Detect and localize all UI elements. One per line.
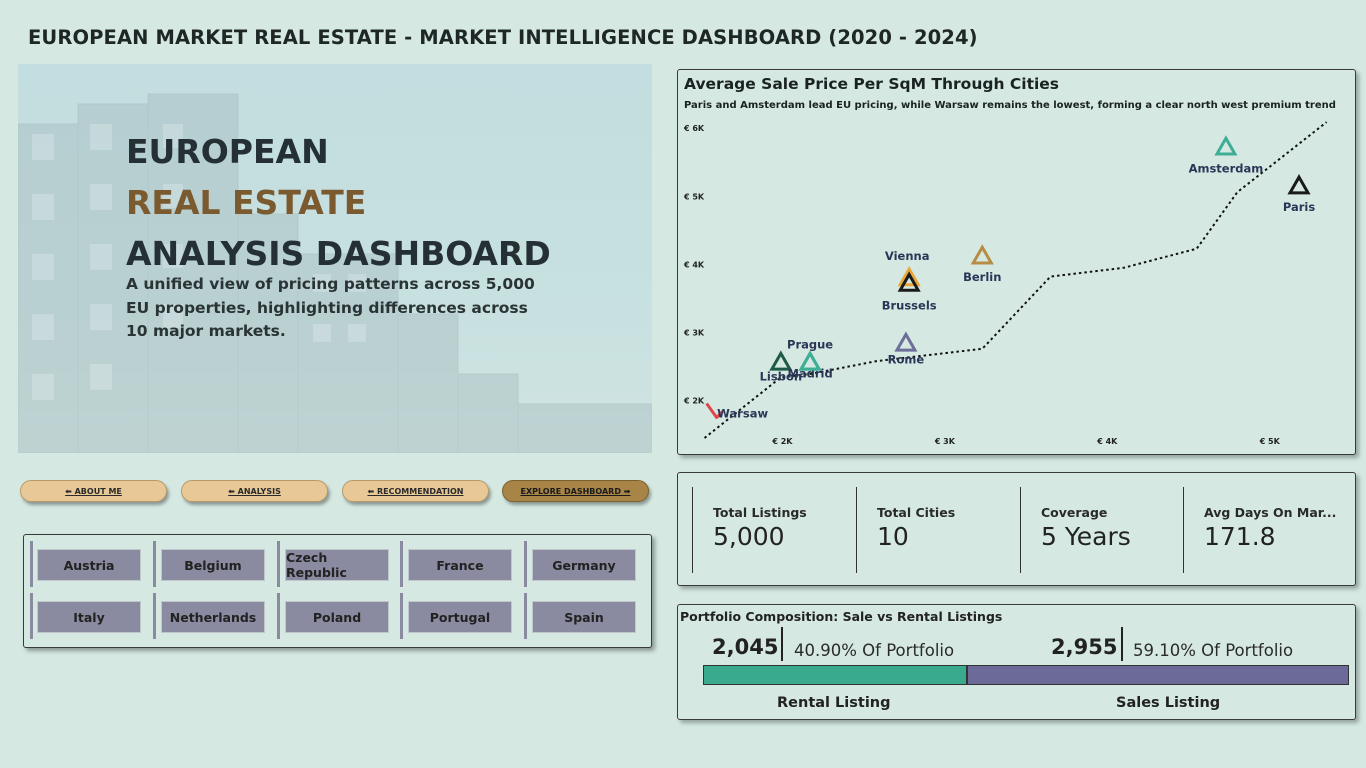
x-tick-label: € 2K xyxy=(771,437,793,446)
hero-title-line3: ANALYSIS DASHBOARD xyxy=(126,234,551,273)
analysis-button[interactable]: ⬅ ANALYSIS xyxy=(181,480,328,502)
point-label-vienna: Vienna xyxy=(885,249,930,263)
country-button-italy[interactable]: Italy xyxy=(37,601,141,633)
kpi-label: Coverage xyxy=(1041,505,1108,520)
divider xyxy=(1121,627,1123,661)
country-button-spain[interactable]: Spain xyxy=(532,601,636,633)
sales-count: 2,955 xyxy=(1051,635,1118,659)
country-button-netherlands[interactable]: Netherlands xyxy=(161,601,265,633)
kpi-value: 5 Years xyxy=(1041,522,1131,551)
point-label-prague: Prague xyxy=(787,337,833,351)
kpi-total-listings: Total Listings 5,000 xyxy=(692,487,807,573)
country-button-portugal[interactable]: Portugal xyxy=(408,601,512,633)
point-label-paris: Paris xyxy=(1283,200,1315,214)
kpi-coverage: Coverage 5 Years xyxy=(1020,487,1131,573)
divider xyxy=(781,627,783,661)
country-button-austria[interactable]: Austria xyxy=(37,549,141,581)
kpi-label: Total Cities xyxy=(877,505,956,520)
divider xyxy=(153,541,156,587)
sales-listing-label: Sales Listing xyxy=(1116,695,1221,711)
kpi-value: 10 xyxy=(877,522,909,551)
point-marker-vienna xyxy=(897,265,921,287)
trend-line xyxy=(703,121,1328,439)
divider xyxy=(400,541,403,587)
hero-banner: EUROPEAN REAL ESTATE ANALYSIS DASHBOARD … xyxy=(18,64,652,453)
point-label-brussels: Brussels xyxy=(882,298,937,312)
country-button-czech-republic[interactable]: Czech Republic xyxy=(285,549,389,581)
y-tick-label: € 5K xyxy=(683,192,705,201)
price-per-sqm-chart-panel: Average Sale Price Per SqM Through Citie… xyxy=(677,69,1356,455)
point-marker-lisbon xyxy=(769,350,793,371)
y-tick-label: € 4K xyxy=(683,260,705,269)
divider xyxy=(30,541,33,587)
chart-title: Average Sale Price Per SqM Through Citie… xyxy=(684,75,1060,93)
portfolio-composition-panel: Portfolio Composition: Sale vs Rental Li… xyxy=(677,604,1356,720)
point-label-amsterdam: Amsterdam xyxy=(1189,161,1264,175)
divider xyxy=(400,593,403,639)
point-marker-paris xyxy=(1287,174,1311,195)
country-button-poland[interactable]: Poland xyxy=(285,601,389,633)
divider xyxy=(277,593,280,639)
y-tick-label: € 6K xyxy=(683,124,705,133)
point-label-berlin: Berlin xyxy=(963,270,1001,284)
divider xyxy=(524,541,527,587)
point-label-madrid: Madrid xyxy=(787,366,832,380)
country-filter-panel: Austria Belgium Czech Republic France Ge… xyxy=(23,534,652,648)
kpi-value: 5,000 xyxy=(713,522,785,551)
kpi-label: Total Listings xyxy=(713,505,807,520)
country-button-germany[interactable]: Germany xyxy=(532,549,636,581)
point-marker-warsaw xyxy=(705,402,724,419)
rental-share-bar xyxy=(703,665,967,685)
point-label-lisbon: Lisbon xyxy=(760,369,802,383)
point-marker-amsterdam xyxy=(1214,135,1238,156)
kpi-avg-days-on-market: Avg Days On Mar... 171.8 xyxy=(1183,487,1336,573)
sales-percentage: 59.10% Of Portfolio xyxy=(1133,641,1294,660)
divider xyxy=(153,593,156,639)
hero-subtitle: A unified view of pricing patterns acros… xyxy=(126,275,535,340)
country-button-france[interactable]: France xyxy=(408,549,512,581)
explore-dashboard-button[interactable]: EXPLORE DASHBOARD ➡ xyxy=(502,480,649,502)
page-title: EUROPEAN MARKET REAL ESTATE - MARKET INT… xyxy=(28,26,978,49)
divider xyxy=(277,541,280,587)
chart-subtitle: Paris and Amsterdam lead EU pricing, whi… xyxy=(684,100,1336,111)
sales-share-bar xyxy=(967,665,1349,685)
hero-title-line1: EUROPEAN xyxy=(126,132,329,171)
divider xyxy=(524,593,527,639)
kpi-value: 171.8 xyxy=(1204,522,1276,551)
hero-title-line2: REAL ESTATE xyxy=(126,183,367,222)
point-marker-rome xyxy=(894,331,918,352)
rental-listing-label: Rental Listing xyxy=(777,695,891,711)
x-tick-label: € 3K xyxy=(934,437,956,446)
y-tick-label: € 2K xyxy=(683,397,705,406)
rental-count: 2,045 xyxy=(712,635,779,659)
building-background-image xyxy=(18,93,652,453)
divider xyxy=(30,593,33,639)
kpi-label: Avg Days On Mar... xyxy=(1204,505,1337,520)
kpi-panel: Total Listings 5,000 Total Cities 10 Cov… xyxy=(677,472,1356,586)
about-me-button[interactable]: ⬅ ABOUT ME xyxy=(20,480,167,502)
scatter-chart: € 2K € 3K € 4K € 5K € 6K € 2K € 3K € 4K € 5K Wars… xyxy=(683,121,1328,446)
point-marker-brussels xyxy=(897,271,921,292)
kpi-total-cities: Total Cities 10 xyxy=(856,487,955,573)
recommendation-button[interactable]: ⬅ RECOMMENDATION xyxy=(342,480,489,502)
y-tick-label: € 3K xyxy=(683,328,705,337)
point-label-warsaw: Warsaw xyxy=(717,406,768,420)
point-marker-berlin xyxy=(970,244,994,265)
point-marker-prague xyxy=(798,350,822,371)
country-button-belgium[interactable]: Belgium xyxy=(161,549,265,581)
portfolio-title: Portfolio Composition: Sale vs Rental Li… xyxy=(680,609,1003,624)
x-tick-label: € 4K xyxy=(1096,437,1118,446)
point-label-rome: Rome xyxy=(888,352,925,366)
rental-percentage: 40.90% Of Portfolio xyxy=(794,641,955,660)
x-tick-label: € 5K xyxy=(1259,437,1281,446)
